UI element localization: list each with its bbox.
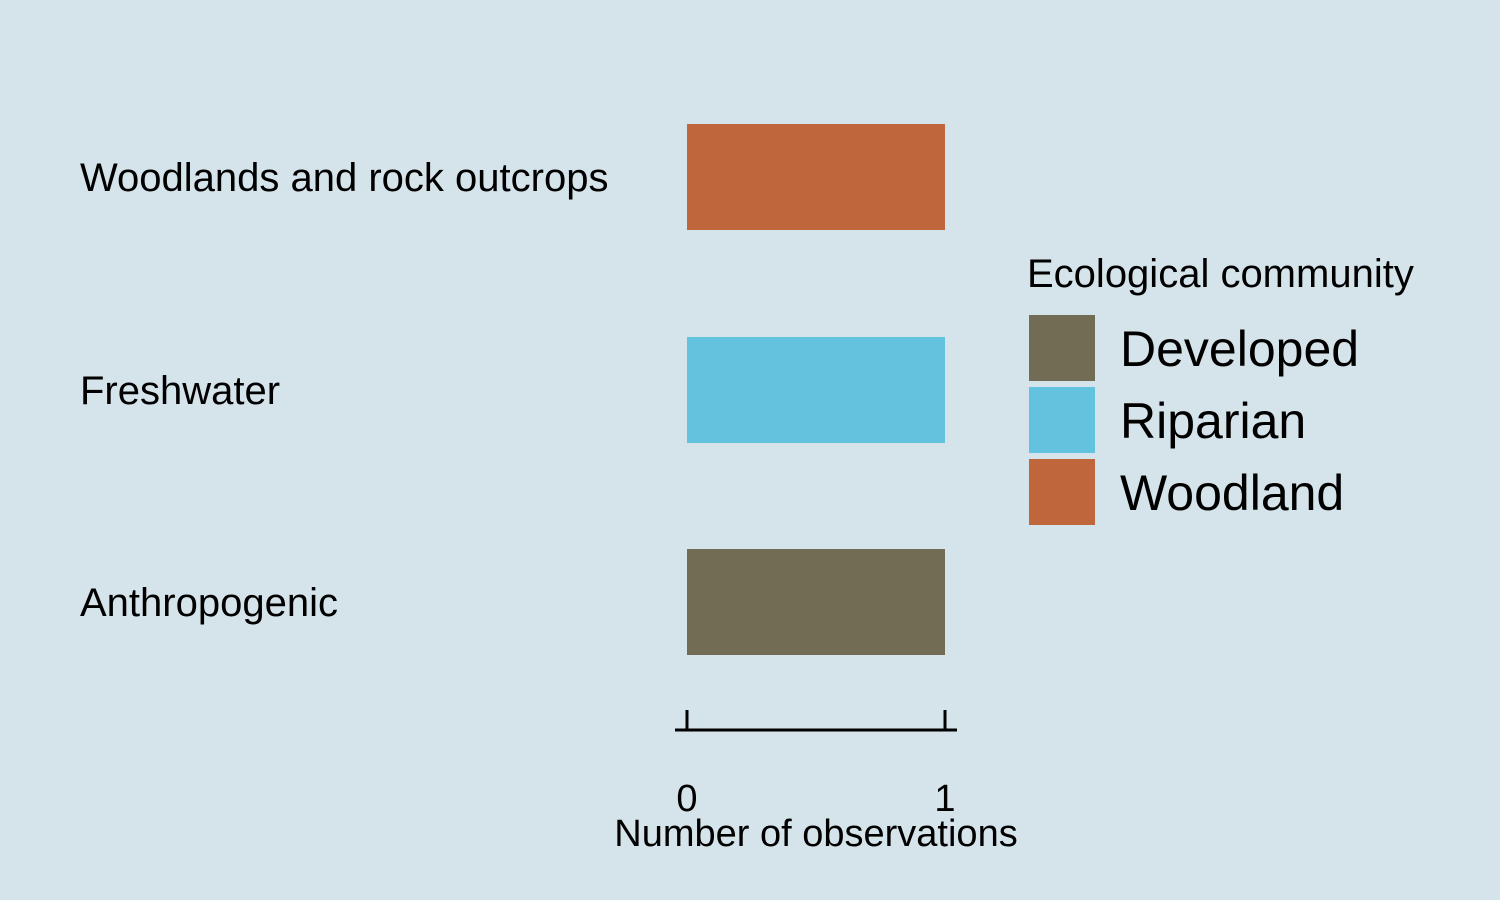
legend-label-riparian: Riparian <box>1120 393 1306 449</box>
x-tick-label: 0 <box>676 778 697 820</box>
category-label: Freshwater <box>80 369 280 413</box>
bar-freshwater <box>687 337 945 443</box>
bar-woodlands-and-rock-outcrops <box>687 124 945 230</box>
category-labels: Woodlands and rock outcrops Freshwater Ant… <box>80 156 608 625</box>
legend-items: Developed Riparian Woodland <box>1029 315 1359 525</box>
legend-swatch-riparian <box>1029 387 1095 453</box>
bars-group <box>687 124 945 655</box>
x-tick-label: 1 <box>934 778 955 820</box>
legend-title: Ecological community <box>1027 252 1414 296</box>
legend-swatch-developed <box>1029 315 1095 381</box>
category-label: Anthropogenic <box>80 581 338 625</box>
legend-label-developed: Developed <box>1120 321 1359 377</box>
legend-swatch-woodland <box>1029 459 1095 525</box>
legend-label-woodland: Woodland <box>1120 465 1344 521</box>
legend: Ecological community Developed Riparian Wo… <box>1027 252 1414 525</box>
category-label: Woodlands and rock outcrops <box>80 156 608 200</box>
x-axis-title: Number of observations <box>614 813 1017 855</box>
bar-anthropogenic <box>687 549 945 655</box>
